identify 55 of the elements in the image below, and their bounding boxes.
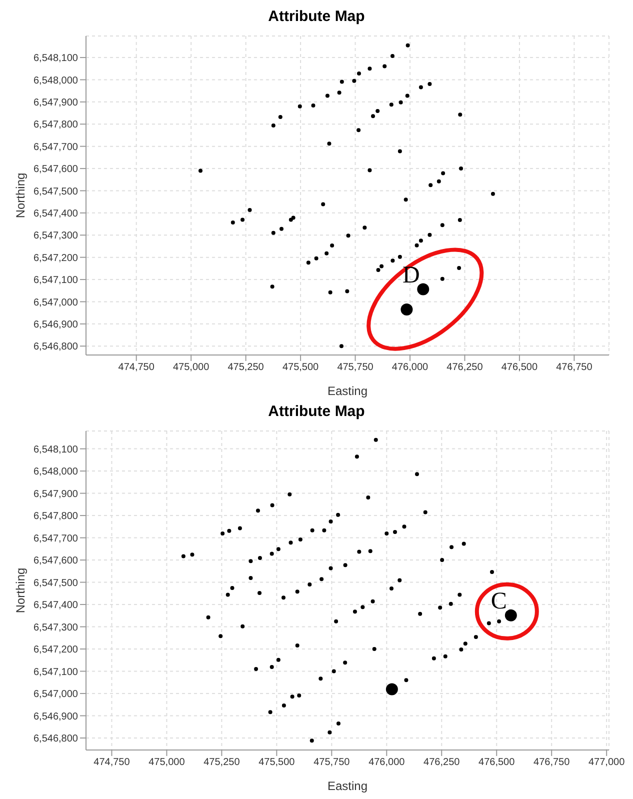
x-tick-label: 476,250	[446, 362, 484, 374]
x-tick-label: 476,000	[392, 362, 429, 374]
x-tick-label: 474,750	[94, 757, 130, 768]
x-tick-label: 474,750	[118, 362, 155, 374]
y-tick-label: 6,548,100	[34, 53, 78, 64]
y-tick-label: 6,547,200	[34, 252, 78, 264]
y-tick-label: 6,548,100	[34, 444, 78, 456]
annotation: D	[402, 262, 420, 288]
x-tick-label: 476,750	[556, 362, 593, 374]
x-tick-label: 475,750	[337, 362, 374, 374]
x-axis-title: Easting	[327, 779, 368, 793]
y-tick-label: 6,547,300	[34, 230, 78, 242]
x-tick-label: 476,500	[501, 362, 538, 374]
x-tick-label: 475,750	[314, 757, 350, 768]
x-tick-label: 477,000	[588, 757, 626, 768]
y-tick-label: 6,546,900	[34, 711, 78, 722]
x-tick-label: 476,000	[368, 757, 406, 768]
chart-title: Attribute Map	[267, 7, 366, 27]
y-tick-label: 6,546,900	[34, 319, 78, 330]
y-tick-label: 6,547,500	[34, 578, 78, 589]
y-axis-title: Northing	[13, 172, 28, 218]
y-tick-label: 6,547,800	[34, 120, 78, 131]
y-tick-label: 6,547,300	[34, 622, 78, 634]
x-tick-label: 475,250	[204, 757, 240, 768]
x-tick-label: 475,250	[228, 362, 264, 374]
y-tick-label: 6,547,400	[34, 208, 78, 220]
y-tick-label: 6,547,700	[34, 533, 78, 544]
x-tick-label: 475,500	[282, 362, 320, 374]
y-tick-label: 6,546,800	[34, 734, 78, 745]
y-tick-label: 6,547,900	[34, 97, 78, 108]
y-tick-label: 6,547,800	[34, 511, 78, 522]
y-axis-title: Northing	[13, 568, 28, 614]
x-tick-label: 476,500	[478, 757, 516, 768]
y-tick-label: 6,547,000	[34, 297, 78, 308]
chart-title: Attribute Map	[267, 402, 366, 422]
y-tick-label: 6,547,600	[34, 556, 78, 567]
y-tick-label: 6,547,700	[34, 142, 78, 153]
x-tick-label: 475,000	[173, 362, 210, 374]
y-tick-label: 6,546,800	[34, 342, 78, 353]
y-tick-label: 6,547,100	[34, 275, 78, 286]
y-tick-label: 6,547,200	[34, 644, 78, 656]
x-axis-title: Easting	[327, 384, 368, 398]
y-tick-label: 6,548,000	[34, 466, 78, 478]
annotation: C	[490, 588, 507, 614]
y-tick-label: 6,547,400	[34, 600, 78, 612]
x-tick-label: 476,250	[424, 757, 460, 768]
x-tick-label: 475,000	[148, 757, 186, 768]
x-tick-label: 475,500	[258, 757, 296, 768]
y-tick-label: 6,547,000	[34, 689, 78, 700]
y-tick-label: 6,547,500	[34, 186, 78, 198]
y-tick-label: 6,547,100	[34, 666, 78, 678]
x-tick-label: 476,750	[534, 757, 570, 768]
y-tick-label: 6,547,900	[34, 488, 78, 500]
y-tick-label: 6,547,600	[34, 164, 78, 176]
y-tick-label: 6,548,000	[34, 75, 78, 86]
